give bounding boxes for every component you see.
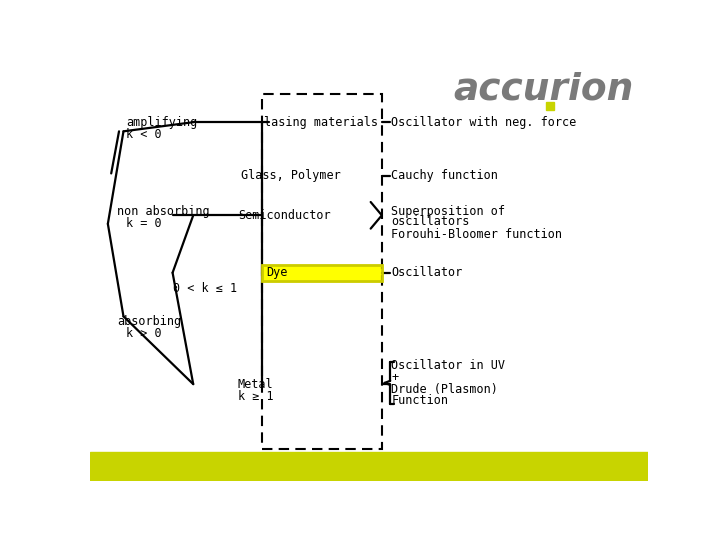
Text: Drude (Plasmon): Drude (Plasmon) (392, 383, 498, 396)
Text: Metal: Metal (238, 377, 274, 390)
Text: non absorbing: non absorbing (117, 205, 210, 218)
Text: absorbing: absorbing (117, 315, 181, 328)
Text: +: + (392, 370, 398, 383)
Text: k < 0: k < 0 (126, 128, 162, 141)
Text: Oscillator: Oscillator (392, 266, 462, 279)
Bar (262, 94, 382, 449)
Text: Semiconductor: Semiconductor (238, 209, 330, 222)
Text: accurion: accurion (454, 72, 634, 108)
Text: Dye: Dye (266, 266, 288, 279)
Text: Superposition of: Superposition of (392, 205, 505, 218)
Bar (90, 453, 648, 481)
Text: k ≥ 1: k ≥ 1 (238, 390, 274, 403)
Text: 0 < k ≤ 1: 0 < k ≤ 1 (173, 281, 237, 295)
Bar (262, 265, 382, 281)
Bar (262, 265, 382, 281)
Text: lasing materials: lasing materials (264, 116, 378, 129)
Text: Function: Function (392, 394, 449, 407)
Text: Oscillator with neg. force: Oscillator with neg. force (392, 116, 577, 129)
Text: Glass, Polymer: Glass, Polymer (240, 170, 341, 183)
Text: Forouhi-Bloomer function: Forouhi-Bloomer function (392, 227, 562, 240)
Text: amplifying: amplifying (126, 116, 197, 129)
Text: Oscillator in UV: Oscillator in UV (392, 359, 505, 372)
Text: oscillators: oscillators (392, 215, 469, 228)
Text: Cauchy function: Cauchy function (392, 170, 498, 183)
Text: k > 0: k > 0 (126, 327, 162, 340)
Text: k = 0: k = 0 (126, 217, 162, 230)
